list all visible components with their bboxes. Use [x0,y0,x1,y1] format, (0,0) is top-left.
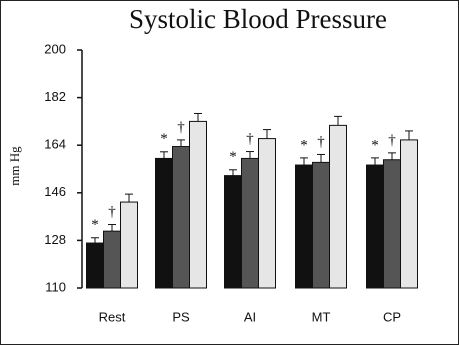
bar [86,242,104,289]
bar [120,201,138,289]
significance-marker: * [229,149,237,165]
y-tick-label: 200 [44,41,66,56]
x-tick-label: AI [244,309,256,324]
significance-marker: † [317,134,325,150]
significance-marker: † [246,131,254,147]
x-tick-label: Rest [99,309,126,324]
y-tick-label: 110 [45,279,66,294]
bar [241,157,259,289]
y-tick-label: 182 [44,89,66,104]
bar [383,159,401,289]
significance-marker: † [388,132,396,148]
y-tick-label: 128 [44,232,66,247]
chart-title: Systolic Blood Pressure [129,4,387,34]
significance-marker: * [91,217,99,233]
bar [224,175,242,289]
significance-marker: † [108,204,116,220]
x-tick-label: CP [383,309,401,324]
significance-marker: † [177,119,185,135]
bar [172,146,190,289]
bar [103,230,121,289]
bar [189,120,207,289]
y-axis-label: mm Hg [7,146,22,186]
y-tick-label: 146 [44,184,66,199]
significance-marker: * [160,131,168,147]
bar [329,124,347,289]
bar [366,164,384,289]
bar [258,138,276,289]
bar [400,139,418,289]
bar [312,161,330,289]
significance-marker: * [300,137,308,153]
significance-marker: * [371,137,379,153]
bar [295,164,313,289]
x-tick-label: PS [172,309,190,324]
bar [155,157,173,289]
x-tick-label: MT [312,309,331,324]
y-tick-label: 164 [44,137,66,152]
